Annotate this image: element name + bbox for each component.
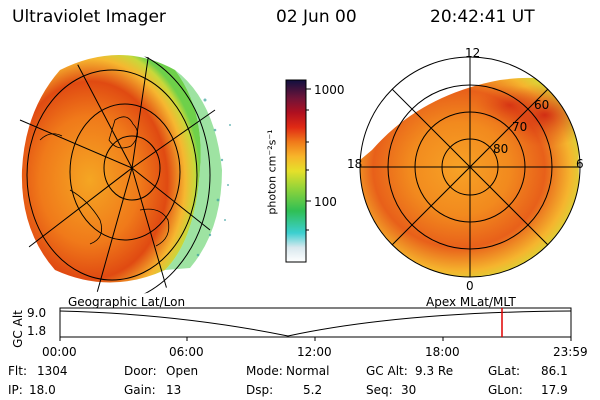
flt-value: 1304 bbox=[37, 364, 68, 378]
mlt-0-label: 0 bbox=[466, 279, 474, 293]
dsp-label: Dsp: bbox=[246, 383, 274, 397]
left-panel-caption: Geographic Lat/Lon bbox=[68, 295, 186, 309]
mlat-70-label: 70 bbox=[512, 120, 528, 134]
dsp-value: 5.2 bbox=[303, 383, 323, 397]
ip-label: IP: bbox=[8, 383, 23, 397]
gc-alt-label: GC Alt: bbox=[366, 364, 408, 378]
altitude-plot bbox=[59, 307, 572, 341]
left-auroral-image bbox=[21, 55, 201, 283]
gain-label: Gain: bbox=[124, 383, 156, 397]
mode-value: Normal bbox=[286, 364, 330, 378]
app-title: Ultraviolet Imager bbox=[12, 7, 166, 27]
altitude-x-tick: 23:59 bbox=[553, 345, 588, 359]
colorbar-unit-label: photon cm⁻²s⁻¹ bbox=[265, 129, 279, 215]
altitude-x-tick: 12:00 bbox=[297, 345, 332, 359]
altitude-curve bbox=[59, 310, 572, 337]
altitude-x-tick: 00:00 bbox=[42, 345, 77, 359]
colorbar-tick-100: 100 bbox=[314, 195, 337, 209]
door-label: Door: bbox=[124, 364, 157, 378]
mode-label: Mode: bbox=[246, 364, 283, 378]
altitude-x-tick: 06:00 bbox=[169, 345, 204, 359]
mlat-60-label: 60 bbox=[534, 98, 550, 112]
gc-alt-value: 9.3 Re bbox=[415, 364, 454, 378]
altitude-y-bottom: 1.8 bbox=[27, 324, 47, 338]
flt-label: Flt: bbox=[8, 364, 27, 378]
altitude-y-top: 9.0 bbox=[27, 306, 47, 320]
seq-label: Seq: bbox=[366, 383, 393, 397]
seq-value: 30 bbox=[401, 383, 417, 397]
mlt-6-label: 6 bbox=[576, 157, 584, 171]
image-time: 20:42:41 UT bbox=[430, 7, 535, 27]
mlt-12-label: 12 bbox=[465, 46, 481, 60]
glon-label: GLon: bbox=[488, 383, 523, 397]
gain-value: 13 bbox=[166, 383, 182, 397]
glat-label: GLat: bbox=[488, 364, 521, 378]
geographic-image-panel bbox=[5, 55, 231, 295]
right-panel-caption: Apex MLat/MLT bbox=[426, 295, 516, 309]
glat-value: 86.1 bbox=[541, 364, 568, 378]
mlt-18-label: 18 bbox=[347, 157, 363, 171]
image-date: 02 Jun 00 bbox=[276, 7, 357, 27]
glon-value: 17.9 bbox=[541, 383, 568, 397]
magnetic-polar-panel bbox=[359, 56, 581, 278]
altitude-x-tick: 18:00 bbox=[425, 345, 460, 359]
door-value: Open bbox=[166, 364, 199, 378]
color-scale-bar bbox=[285, 79, 311, 263]
ip-value: 18.0 bbox=[29, 383, 56, 397]
colorbar-tick-1000: 1000 bbox=[314, 83, 345, 97]
mlat-80-label: 80 bbox=[493, 142, 509, 156]
altitude-ylabel: GC Alt bbox=[11, 310, 25, 348]
